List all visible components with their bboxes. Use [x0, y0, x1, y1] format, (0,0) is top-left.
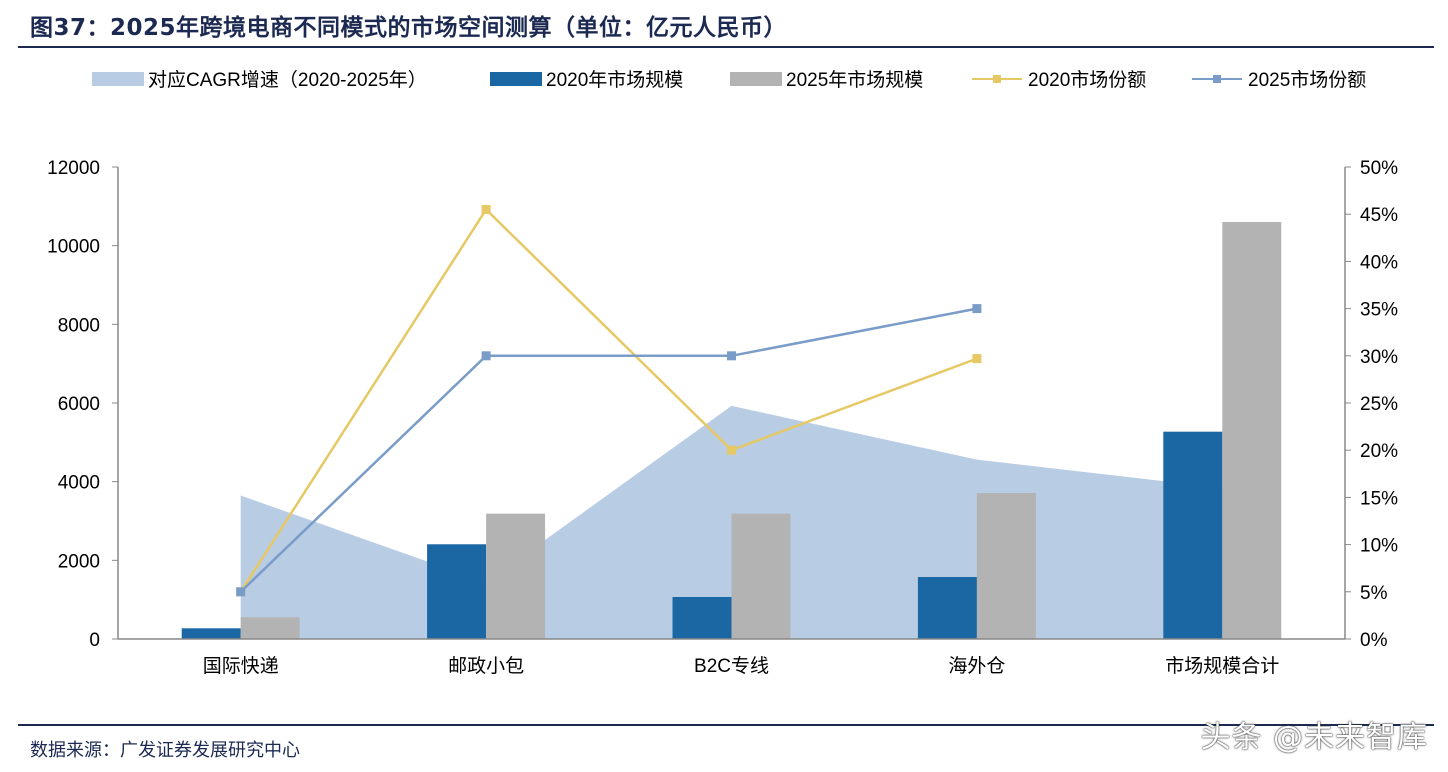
left-tick-label: 0 [89, 630, 100, 651]
right-tick-label: 50% [1360, 158, 1398, 179]
left-tick-label: 10000 [47, 237, 100, 258]
right-tick-label: 10% [1360, 536, 1398, 557]
category-label: 海外仓 [948, 655, 1005, 677]
legend-label: 2020市场份额 [1028, 69, 1146, 91]
footer-divider [18, 724, 1434, 726]
left-tick-label: 4000 [58, 473, 100, 494]
bar-2020-0 [181, 628, 241, 639]
right-tick-label: 25% [1360, 394, 1398, 415]
legend-swatch [730, 72, 782, 86]
bar-2025-3 [976, 492, 1036, 639]
source-note: 数据来源：广发证券发展研究中心 [30, 740, 300, 761]
category-label: 市场规模合计 [1165, 655, 1279, 677]
bar-2025-1 [486, 513, 546, 639]
left-tick-label: 2000 [58, 551, 100, 572]
line-2020市场份额 [239, 207, 978, 593]
chart-title: 图37：2025年跨境电商不同模式的市场空间测算（单位：亿元人民币） [30, 15, 788, 41]
left-tick-label: 12000 [47, 158, 100, 179]
bar-2020-3 [917, 577, 977, 639]
bar-2020-2 [672, 596, 732, 639]
legend-marker [993, 75, 1001, 83]
title-divider [18, 46, 1434, 48]
legend-marker [1213, 75, 1221, 83]
legend-label: 对应CAGR增速（2020-2025年） [148, 69, 427, 91]
bar-2025-2 [731, 513, 791, 639]
marker-2020市场份额-2 [727, 445, 736, 455]
marker-2020市场份额-1 [481, 204, 491, 214]
marker-2025市场份额-3 [972, 304, 982, 314]
line-2025市场份额 [239, 307, 978, 593]
bar-2025-4 [1222, 221, 1282, 639]
right-tick-label: 0% [1360, 630, 1388, 651]
category-label: B2C专线 [694, 655, 769, 677]
bar-2025-0 [240, 617, 300, 639]
bar-2020-4 [1163, 431, 1223, 639]
right-tick-label: 5% [1360, 583, 1388, 604]
left-tick-label: 6000 [58, 394, 100, 415]
legend-label: 2025年市场规模 [786, 69, 923, 91]
legend-label: 2020年市场规模 [546, 69, 683, 91]
marker-2025市场份额-1 [481, 351, 491, 361]
marker-2025市场份额-2 [727, 351, 736, 361]
right-tick-label: 40% [1360, 252, 1398, 273]
category-label: 国际快递 [203, 655, 279, 677]
right-tick-label: 15% [1360, 488, 1398, 509]
marker-2020市场份额-3 [972, 354, 982, 364]
right-tick-label: 45% [1360, 205, 1398, 226]
right-tick-label: 30% [1360, 347, 1398, 368]
right-tick-label: 20% [1360, 441, 1398, 462]
right-tick-label: 35% [1360, 300, 1398, 321]
legend-label: 2025市场份额 [1248, 69, 1366, 91]
marker-2025市场份额-0 [236, 587, 246, 597]
category-label: 邮政小包 [448, 655, 524, 677]
watermark: 头条 @未来智库 [1200, 720, 1428, 755]
legend-swatch [92, 72, 144, 86]
legend-swatch [490, 72, 542, 86]
left-tick-label: 8000 [58, 315, 100, 336]
bar-2020-1 [427, 544, 487, 639]
